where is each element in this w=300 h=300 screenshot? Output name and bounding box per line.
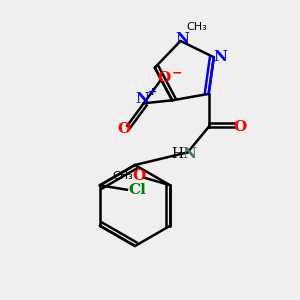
Text: Cl: Cl bbox=[128, 183, 146, 197]
Text: CH₃: CH₃ bbox=[187, 22, 207, 32]
Text: N: N bbox=[213, 50, 227, 64]
Text: O: O bbox=[233, 120, 247, 134]
Text: +: + bbox=[148, 87, 157, 97]
Text: N: N bbox=[175, 32, 189, 46]
Text: O: O bbox=[157, 71, 170, 85]
Text: −: − bbox=[171, 67, 182, 80]
Text: N: N bbox=[182, 147, 196, 161]
Text: N: N bbox=[135, 92, 149, 106]
Text: H: H bbox=[171, 147, 183, 161]
Text: O: O bbox=[117, 122, 130, 136]
Text: O: O bbox=[132, 169, 145, 183]
Text: CH₃: CH₃ bbox=[112, 171, 133, 181]
